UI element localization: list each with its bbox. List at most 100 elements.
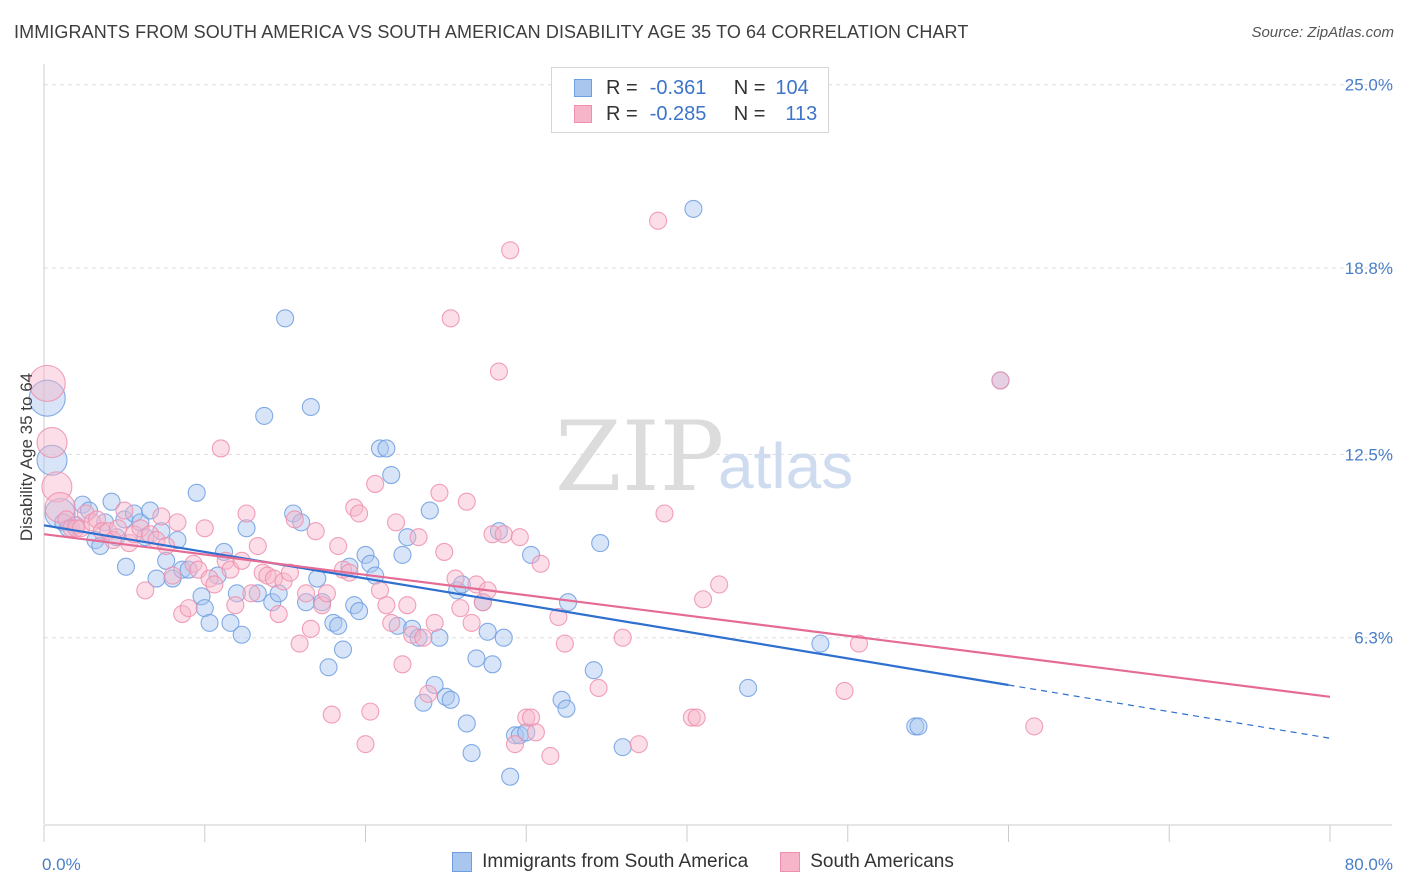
legend-label: South Americans — [810, 851, 954, 872]
point-south-americans — [356, 735, 375, 754]
point-immigrants — [557, 699, 576, 718]
point-south-americans — [403, 625, 422, 644]
point-south-americans — [242, 584, 261, 603]
legend-n-label: N = — [733, 102, 766, 125]
point-south-americans — [76, 504, 95, 523]
point-south-americans — [131, 519, 150, 538]
point-south-americans — [991, 371, 1010, 390]
point-south-americans — [409, 528, 428, 547]
point-south-americans — [226, 596, 245, 615]
point-south-americans — [195, 519, 214, 538]
point-south-americans — [280, 563, 299, 582]
point-immigrants — [232, 625, 251, 644]
point-south-americans — [377, 596, 396, 615]
point-south-americans — [329, 536, 348, 556]
point-immigrants — [152, 522, 171, 541]
point-south-americans — [655, 504, 674, 523]
point-south-americans — [541, 746, 560, 766]
point-south-americans — [322, 705, 341, 724]
legend-n-value: 113 — [785, 102, 818, 125]
point-immigrants — [483, 655, 502, 674]
watermark-zip: ZIP — [555, 401, 724, 513]
point-immigrants — [28, 379, 66, 417]
point-south-americans — [313, 596, 332, 615]
point-south-americans — [296, 584, 316, 603]
point-south-americans — [510, 528, 529, 547]
point-immigrants — [552, 690, 571, 709]
point-immigrants — [430, 628, 449, 647]
axes — [43, 64, 1392, 842]
point-immigrants — [361, 554, 380, 573]
point-south-americans — [205, 575, 224, 594]
point-immigrants — [393, 545, 412, 564]
point-immigrants — [255, 406, 274, 425]
point-south-americans — [361, 702, 380, 721]
point-south-americans — [211, 439, 230, 458]
point-immigrants — [517, 723, 536, 742]
watermark: ZIP atlas — [555, 401, 853, 513]
point-south-americans — [425, 613, 444, 632]
point-immigrants — [36, 444, 68, 476]
point-immigrants — [613, 738, 632, 757]
point-south-americans — [248, 536, 267, 556]
point-immigrants — [425, 675, 444, 695]
point-immigrants — [370, 439, 390, 458]
legend-n-label: N = — [733, 76, 766, 99]
legend-r-value: -0.285 — [649, 102, 707, 125]
point-south-americans — [136, 581, 155, 600]
point-immigrants — [350, 602, 369, 621]
point-immigrants — [173, 560, 192, 579]
point-immigrants — [377, 439, 396, 458]
legend-item-immigrants: Immigrants from South America — [452, 851, 748, 873]
point-immigrants — [441, 690, 460, 709]
point-immigrants — [187, 483, 206, 502]
legend-r-label: R = — [606, 102, 638, 125]
point-immigrants — [382, 466, 401, 485]
point-south-americans — [849, 634, 869, 653]
y-tick-label: 18.8% — [1345, 259, 1393, 278]
point-immigrants — [345, 596, 364, 615]
legend-swatch-blue — [452, 852, 473, 872]
trendline-south-americans — [43, 533, 1331, 698]
point-south-americans — [398, 596, 417, 615]
point-south-americans — [386, 513, 406, 532]
source-label: Source: ZipAtlas.com — [1251, 24, 1394, 41]
point-south-americans — [350, 504, 369, 523]
point-south-americans — [682, 708, 701, 727]
point-immigrants — [200, 613, 219, 632]
point-immigrants — [263, 593, 282, 612]
point-south-americans — [457, 492, 476, 511]
point-immigrants — [324, 613, 343, 632]
watermark-atlas: atlas — [718, 430, 853, 502]
point-south-americans — [41, 471, 73, 503]
point-immigrants — [221, 613, 240, 632]
point-immigrants — [436, 687, 455, 706]
series-legend: Immigrants from South America South Amer… — [0, 851, 1406, 873]
point-immigrants — [131, 513, 150, 532]
point-immigrants — [684, 199, 703, 218]
point-immigrants — [179, 560, 198, 579]
legend-row-blue: R = -0.361 N = 104 — [574, 76, 809, 100]
point-south-americans — [589, 678, 608, 698]
x-tick-label: 0.0% — [42, 855, 81, 874]
point-south-americans — [441, 309, 460, 328]
point-south-americans — [168, 513, 187, 532]
point-immigrants — [494, 628, 513, 647]
point-south-americans — [269, 604, 288, 624]
point-immigrants — [248, 584, 267, 603]
point-immigrants — [739, 678, 758, 698]
point-south-americans — [531, 554, 550, 573]
trendline-immigrants — [43, 524, 1009, 687]
point-south-americans — [649, 211, 668, 230]
point-south-americans — [687, 708, 706, 727]
point-immigrants — [269, 584, 288, 603]
point-south-americans — [414, 628, 433, 647]
point-immigrants — [276, 309, 295, 328]
point-immigrants — [420, 501, 439, 520]
point-immigrants — [329, 616, 348, 635]
point-immigrants — [195, 599, 214, 618]
point-immigrants — [141, 501, 160, 520]
point-south-americans — [694, 590, 713, 609]
point-south-americans — [1025, 717, 1044, 736]
point-south-americans — [549, 607, 568, 627]
